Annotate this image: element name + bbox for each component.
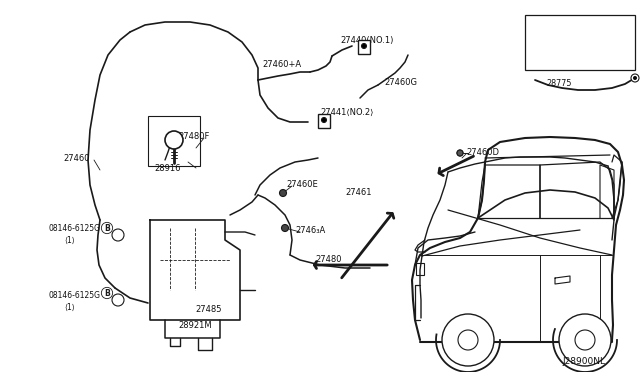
Bar	[416, 263, 424, 275]
Text: 27485: 27485	[195, 305, 221, 314]
Circle shape	[597, 33, 603, 39]
Text: 27460E: 27460E	[286, 180, 317, 189]
Circle shape	[575, 330, 595, 350]
Bar	[148, 116, 200, 166]
Text: 27460C: 27460C	[535, 58, 568, 67]
Text: ⟨1⟩: ⟨1⟩	[64, 302, 75, 311]
Circle shape	[321, 118, 326, 122]
Circle shape	[282, 224, 289, 231]
Text: 28916: 28916	[154, 164, 180, 173]
Text: 27441⟨NO.2⟩: 27441⟨NO.2⟩	[320, 108, 373, 116]
Circle shape	[362, 44, 367, 48]
Text: B: B	[104, 289, 110, 298]
Text: 27460: 27460	[63, 154, 90, 163]
Circle shape	[457, 150, 463, 156]
Text: 27460G: 27460G	[384, 77, 417, 87]
Text: 2746₃A: 2746₃A	[295, 225, 325, 234]
Text: J28900NL: J28900NL	[562, 357, 605, 366]
Text: 27461: 27461	[345, 187, 371, 196]
Text: 27480F: 27480F	[178, 131, 209, 141]
Text: ⟨1⟩: ⟨1⟩	[64, 235, 75, 244]
Bar	[318, 114, 330, 128]
Circle shape	[634, 77, 637, 80]
Circle shape	[458, 330, 478, 350]
Circle shape	[457, 150, 463, 156]
Text: 28775: 28775	[546, 78, 572, 87]
Circle shape	[165, 131, 183, 149]
Text: 27440(NO.1): 27440(NO.1)	[340, 35, 394, 45]
Circle shape	[280, 189, 287, 196]
Bar	[358, 40, 370, 54]
Circle shape	[559, 314, 611, 366]
Circle shape	[112, 229, 124, 241]
Circle shape	[631, 74, 639, 82]
Bar	[525, 15, 635, 70]
Text: 28921M: 28921M	[178, 321, 212, 330]
Text: 27460+A: 27460+A	[262, 60, 301, 68]
Circle shape	[442, 314, 494, 366]
Text: 27460D: 27460D	[466, 148, 499, 157]
Circle shape	[112, 294, 124, 306]
Text: 27480: 27480	[315, 256, 342, 264]
Text: 08146-6125G: 08146-6125G	[48, 291, 100, 299]
Text: 27460DC: 27460DC	[583, 58, 622, 67]
Text: 08146-6125G: 08146-6125G	[48, 224, 100, 232]
Circle shape	[548, 25, 556, 32]
Text: B: B	[104, 224, 110, 232]
